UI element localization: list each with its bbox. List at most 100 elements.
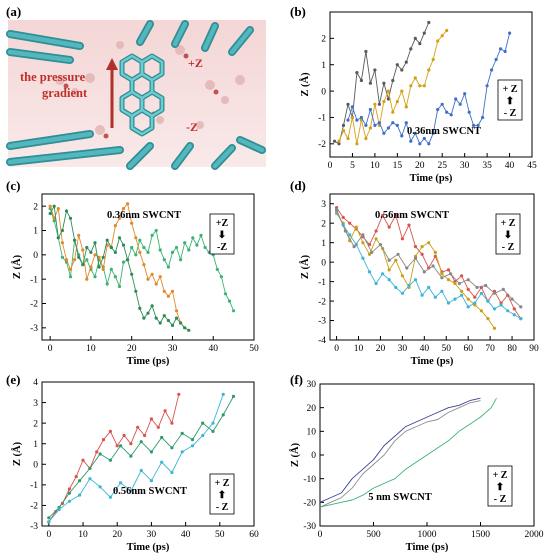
- chart-c-series-2-point: [142, 316, 146, 320]
- panel-b: (b) 0 5 10 15 20 25 30 35 40 45 -2 -1 0 1 2 Time (ps) Z (…: [290, 4, 537, 184]
- chart-b-series-0-point: [386, 97, 390, 101]
- chart-e-y-axis-title: Z (Å): [11, 441, 23, 466]
- chart-d-series-3-point: [352, 245, 356, 249]
- chart-e-series-0-point: [81, 458, 85, 462]
- chart-c-series-1-point: [166, 294, 170, 298]
- chart-e-y-tick-label: 3: [33, 399, 38, 409]
- chart-b-legend-line-0: + Z: [503, 84, 518, 95]
- chart-c-series-0-point: [113, 275, 117, 279]
- chart-d-series-0-point: [348, 221, 352, 225]
- chart-b-series-1-point: [386, 89, 390, 93]
- chart-d-y-tick-label: 2: [321, 219, 326, 229]
- chart-d-series-3-point: [475, 285, 479, 289]
- chart-d-series-3-point: [484, 283, 488, 288]
- chart-d-series-1: [335, 211, 497, 330]
- chart-c-series-2-point: [134, 289, 138, 293]
- chart-c-series-1-point: [126, 202, 130, 206]
- chart-e-y-tick-label: 2: [33, 419, 38, 429]
- chart-e-series-1-point: [129, 454, 133, 458]
- chart-b-series-2-point: [377, 121, 381, 125]
- chart-c-x-axis-title: Time (ps): [127, 356, 170, 367]
- chart-b-series-2-point: [440, 102, 444, 106]
- chart-c-series-0-point: [191, 236, 195, 240]
- chart-c-series-0-point: [138, 238, 142, 242]
- chart-d-series-2-point: [519, 317, 523, 321]
- chart-e-series-1-point: [221, 413, 225, 417]
- chart-d-series-2-point: [473, 301, 477, 305]
- chart-b-series-0-point: [359, 78, 363, 83]
- chart-d-x-tick-label: 70: [485, 344, 495, 354]
- chart-e-series-1-point: [88, 466, 92, 470]
- chart-f-series-2: [319, 397, 497, 508]
- chart-d-series-1-point: [354, 225, 358, 229]
- chart-d-series-1-point: [492, 326, 497, 330]
- chart-e-series-2-point: [67, 499, 71, 503]
- chart-c-series-2-point: [162, 314, 166, 318]
- chart-c-series-1-point: [142, 263, 146, 267]
- chart-b-series-0-point: [400, 68, 404, 72]
- chart-e-y-tick-label: 4: [33, 378, 38, 388]
- chart-b-y-tick-label: -2: [318, 140, 326, 150]
- chart-c-series-2-point: [64, 209, 69, 213]
- chart-d-series-0: [335, 206, 523, 321]
- chart-c-x-tick-label: 10: [86, 344, 96, 354]
- chart-d-series-1-point: [466, 297, 470, 301]
- chart-d-x-tick-label: 30: [398, 344, 408, 354]
- chart-d-series-3-point: [335, 208, 339, 212]
- chart-d-series-2-point: [440, 289, 444, 293]
- chart-e-x-tick-label: 50: [215, 530, 225, 540]
- chart-e-series-1-point: [119, 444, 123, 448]
- chart-c-legend-line-0: +Z: [216, 218, 229, 229]
- chart-c-y-tick-label: -3: [30, 324, 38, 334]
- chart-c-series-2-point: [166, 318, 170, 323]
- chart-e-x-tick-label: 60: [249, 530, 259, 540]
- chart-d-series-0-point: [341, 215, 345, 219]
- chart-e-series-1-point: [149, 450, 153, 454]
- chart-f-y-tick-label: -30: [303, 522, 316, 532]
- chart-e-x-tick-label: 40: [181, 530, 191, 540]
- chart-e-series-2-point: [78, 493, 82, 497]
- chart-b-series-0-point: [346, 102, 350, 106]
- chart-c-series-0-point: [142, 245, 146, 250]
- chart-c-series-2-point: [126, 258, 130, 262]
- chart-b-series-2-point: [503, 49, 507, 54]
- chart-c-legend-line-2: -Z: [217, 242, 227, 253]
- chart-f-legend-line-2: - Z: [494, 494, 507, 505]
- chart-b-series-1-point: [337, 139, 341, 143]
- chart-e-series-1-point: [108, 458, 112, 462]
- chart-c-series-0-point: [121, 260, 126, 264]
- chart-b-y-tick-label: 2: [321, 35, 326, 45]
- chart-c-series-0-point: [179, 258, 183, 262]
- chart-f-y-tick-label: 0: [311, 451, 316, 461]
- chart-b-series-1-point: [364, 136, 368, 141]
- chart-f-y-tick-label: -10: [303, 475, 316, 485]
- chart-f-legend-box: [487, 465, 513, 507]
- chart-c-y-axis-title: Z (Å): [11, 254, 23, 279]
- chart-f-x-tick-label: 0: [318, 530, 323, 540]
- chart-b-y-tick-label: 0: [321, 87, 326, 97]
- chart-b-x-tick-label: 0: [328, 161, 333, 171]
- chart-d-series-3-point: [431, 264, 435, 268]
- chart-c-series-1-point: [97, 255, 101, 259]
- chart-b-series-2-point: [445, 110, 449, 114]
- chart-b-series-0-point: [368, 81, 372, 85]
- chart-e-x-axis-title: Time (ps): [127, 542, 170, 553]
- chart-e-series-0-point: [115, 444, 119, 448]
- chart-e-series-1-point: [190, 438, 195, 442]
- chart-c-series-0-point: [146, 250, 150, 254]
- chart-f-y-axis-title: Z (Å): [289, 442, 301, 467]
- chart-c-series-2-point: [117, 236, 122, 240]
- chart-b-series-2-point: [449, 113, 453, 117]
- chart-b-x-tick-label: 15: [393, 161, 403, 171]
- chart-e-series-0-point: [67, 487, 71, 491]
- chart-c-series-2-point: [73, 238, 77, 242]
- chart-c-series-0-point: [158, 248, 162, 252]
- plus-z-label: +Z: [188, 56, 203, 70]
- chart-b-series-2-point: [413, 131, 417, 135]
- chart-c-series-0-point: [223, 292, 228, 296]
- chart-d-series-2-point: [453, 297, 457, 301]
- chart-c-series-1-line: [49, 203, 186, 329]
- chart-d-series-2-point: [394, 285, 398, 289]
- chart-e-series-0-point: [136, 425, 140, 429]
- chart-c-series-0-point: [105, 282, 109, 286]
